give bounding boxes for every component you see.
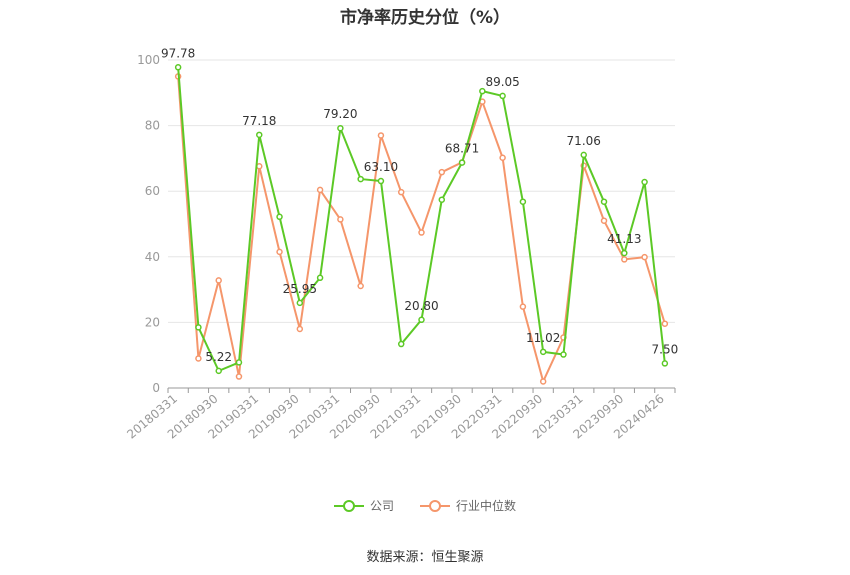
data-point-industry-median [499, 154, 506, 161]
data-label: 68.71 [445, 142, 479, 156]
data-point-company [560, 351, 567, 358]
data-point-company [397, 340, 405, 348]
data-label: 7.50 [652, 342, 679, 356]
data-point-industry-median [600, 217, 608, 224]
data-labels: 97.78 5.22 77.18 25.95 79.20 63.10 20.80 68.71 8… [161, 46, 678, 364]
data-point-company [276, 213, 283, 221]
data-point-industry-median [377, 132, 385, 139]
data-point-company [174, 64, 182, 71]
data-point-company [661, 360, 669, 367]
data-point-company [256, 131, 263, 139]
data-point-company [641, 178, 648, 186]
data-point-industry-median [397, 188, 405, 196]
data-source: 数据来源：恒生聚源 [366, 550, 484, 565]
data-label: 89.05 [485, 75, 519, 89]
data-point-company [499, 92, 506, 100]
data-point-company [600, 198, 608, 205]
data-point-industry-median [296, 325, 304, 333]
legend-item-industry-median[interactable]: 行业中位数 [420, 497, 516, 514]
data-point-company [296, 299, 304, 307]
data-point-company [235, 359, 243, 366]
axes: 0204060801002018033120180930201903312019… [124, 53, 676, 442]
data-point-company [418, 316, 425, 324]
legend-industry-icon [420, 499, 450, 512]
data-point-industry-median [418, 229, 425, 236]
data-point-industry-median [337, 216, 344, 223]
data-label: 79.20 [323, 107, 357, 121]
data-point-company [458, 159, 466, 166]
data-point-industry-median [316, 186, 324, 194]
legend-company-label: 公司 [369, 499, 394, 513]
data-point-industry-median [276, 248, 283, 256]
data-label: 25.95 [283, 282, 317, 296]
y-tick-label: 0 [152, 381, 160, 395]
legend: 公司 行业中位数 [0, 497, 850, 514]
series-line-company [177, 67, 666, 372]
y-tick-label: 20 [145, 315, 160, 329]
y-tick-label: 40 [145, 250, 160, 264]
legend-item-company[interactable]: 公司 [333, 497, 394, 514]
data-label: 63.10 [364, 160, 398, 174]
data-label: 97.78 [161, 46, 195, 60]
data-label: 5.22 [205, 350, 232, 364]
data-point-industry-median [195, 355, 202, 362]
data-point-industry-median [519, 303, 527, 310]
data-label: 71.06 [567, 134, 601, 148]
data-point-company [195, 324, 202, 331]
data-label: 11.02 [526, 331, 560, 345]
data-label: 20.80 [404, 299, 438, 313]
data-point-industry-median [621, 256, 628, 263]
data-point-industry-median [641, 253, 648, 261]
data-label: 77.18 [242, 114, 276, 128]
y-tick-label: 60 [145, 184, 160, 198]
data-point-company [316, 274, 324, 282]
y-tick-label: 80 [145, 119, 160, 133]
data-point-company [479, 87, 486, 95]
legend-industry-label: 行业中位数 [456, 499, 517, 513]
data-point-industry-median [438, 168, 446, 176]
data-point-industry-median [661, 320, 669, 327]
data-point-industry-median [357, 282, 364, 290]
data-label: 41.13 [607, 232, 641, 246]
data-point-company [337, 124, 344, 132]
data-point-company [621, 249, 628, 257]
legend-company-icon [333, 499, 364, 512]
data-point-industry-median [215, 277, 222, 284]
chart-title: 市净率历史分位（%） [339, 8, 511, 28]
data-point-company [438, 196, 446, 203]
data-point-company [580, 151, 587, 159]
y-tick-label: 100 [137, 53, 160, 67]
data-point-company [377, 177, 385, 185]
data-point-company [215, 367, 222, 375]
data-point-company [539, 348, 547, 356]
data-point-industry-median [235, 373, 243, 380]
series-lines [174, 64, 669, 385]
data-point-company [519, 198, 527, 205]
data-point-company [357, 175, 364, 183]
data-point-industry-median [539, 378, 547, 385]
